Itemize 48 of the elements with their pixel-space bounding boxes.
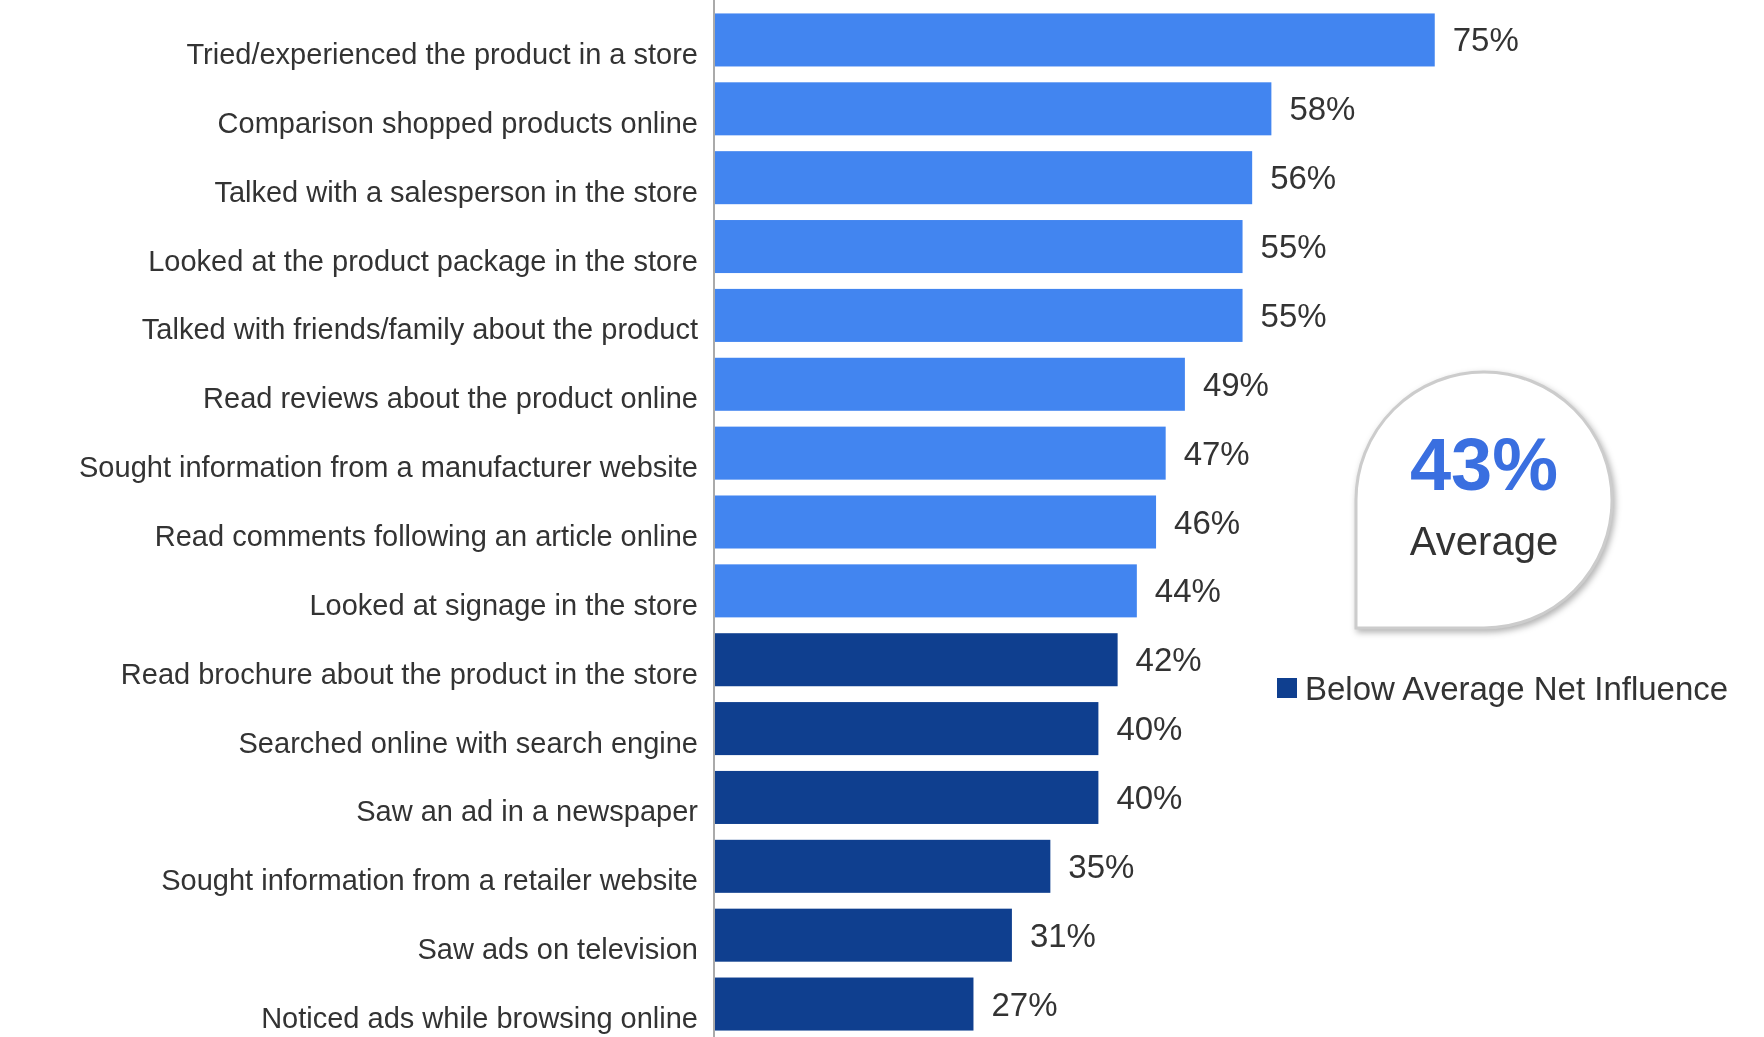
bar — [714, 13, 1435, 67]
data-label: 31% — [1029, 916, 1096, 954]
annotation: Average — [1409, 519, 1559, 563]
bar — [714, 908, 1012, 962]
bar — [714, 702, 1099, 756]
bar — [714, 839, 1051, 893]
bar — [714, 426, 1166, 480]
bar — [714, 977, 974, 1031]
y-tick-label: Looked at the product package in the store — [148, 244, 698, 277]
data-label: 40% — [1116, 710, 1183, 748]
bar — [714, 564, 1137, 618]
data-label: 75% — [1452, 21, 1519, 59]
data-label: 44% — [1154, 572, 1221, 610]
bar — [714, 495, 1157, 549]
bar — [714, 151, 1253, 205]
bar — [714, 288, 1243, 342]
data-label: 58% — [1289, 90, 1356, 128]
y-tick-label: Read reviews about the product online — [203, 382, 698, 415]
bar — [714, 633, 1118, 687]
data-label: 47% — [1183, 434, 1250, 472]
y-tick-label: Talked with friends/family about the product — [141, 313, 698, 346]
y-tick-label: Saw an ad in a newspaper — [356, 795, 699, 828]
legend-label: Below Average Net Influence — [1305, 669, 1729, 707]
data-label: 55% — [1260, 296, 1327, 334]
y-tick-label: Searched online with search engine — [238, 726, 698, 759]
bar — [714, 357, 1185, 411]
y-tick-label: Sought information from a manufacturer website — [79, 451, 698, 484]
data-label: 35% — [1068, 847, 1135, 885]
data-label: 55% — [1260, 228, 1327, 266]
annotation: 43% — [1409, 423, 1559, 506]
y-tick-label: Comparison shopped products online — [217, 106, 698, 139]
y-tick-label: Noticed ads while browsing online — [261, 1002, 698, 1035]
data-label: 56% — [1270, 159, 1337, 197]
data-label: 42% — [1135, 641, 1202, 679]
data-label: 27% — [991, 985, 1058, 1023]
data-label: 46% — [1174, 503, 1241, 541]
data-label: 49% — [1202, 365, 1269, 403]
bar — [714, 220, 1243, 274]
data-label: 40% — [1116, 778, 1183, 816]
bar — [714, 82, 1272, 136]
y-tick-label: Sought information from a retailer website — [161, 864, 698, 897]
y-tick-label: Tried/experienced the product in a store — [186, 37, 698, 70]
y-tick-label: Read comments following an article online — [154, 520, 698, 552]
y-tick-label: Read brochure about the product in the store — [120, 657, 698, 690]
y-tick-label: Looked at signage in the store — [309, 588, 698, 621]
y-tick-label: Saw ads on television — [417, 933, 698, 966]
y-tick-label: Talked with a salesperson in the store — [214, 175, 698, 208]
bar — [714, 770, 1099, 824]
